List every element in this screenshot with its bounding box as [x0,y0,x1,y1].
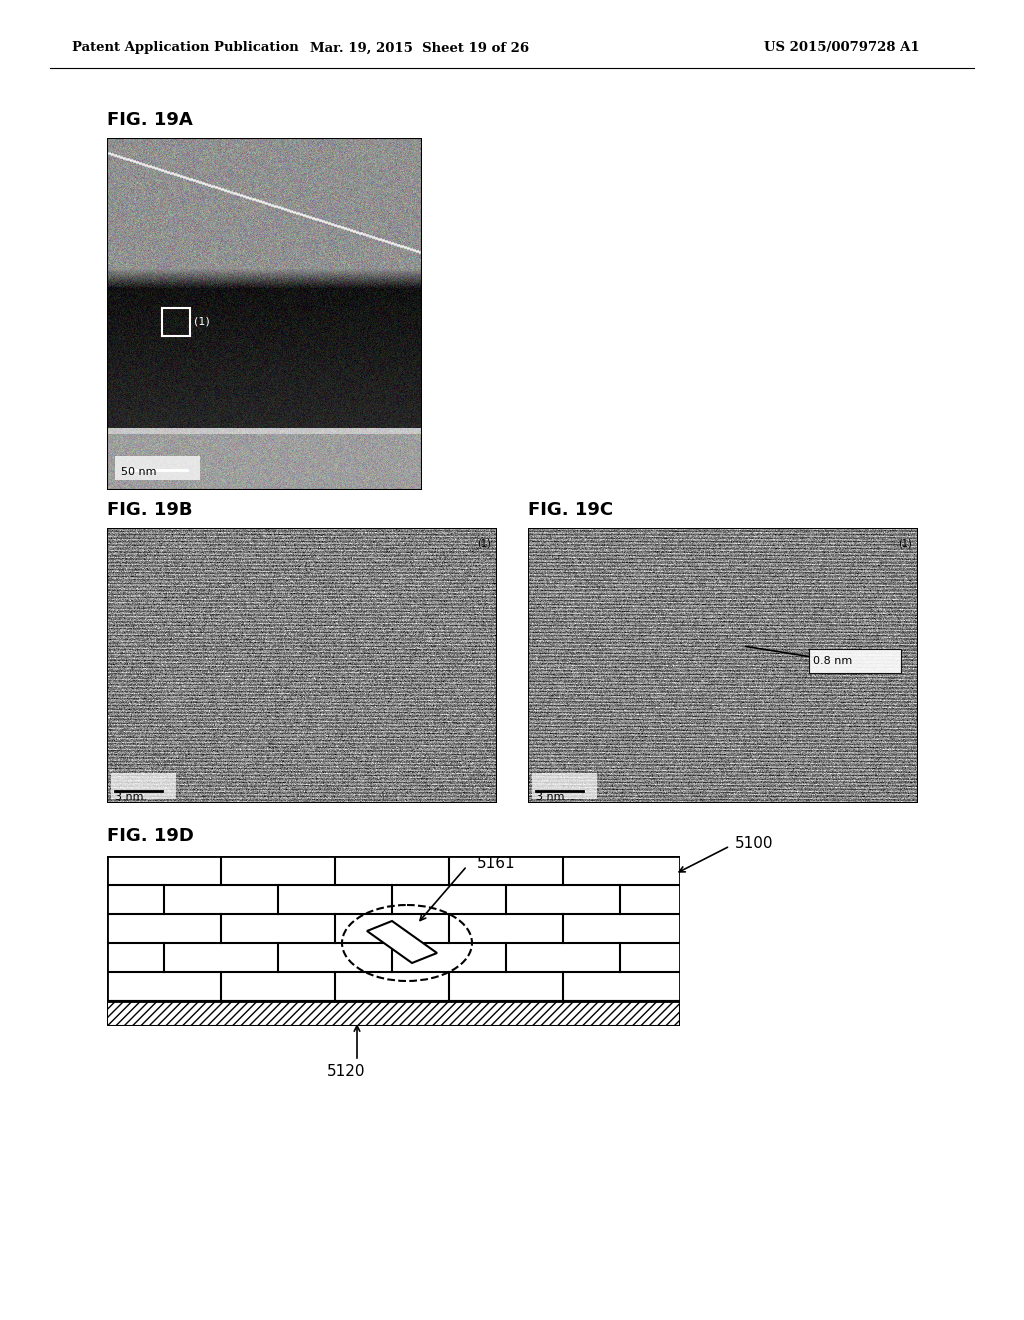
Text: (1): (1) [477,539,490,548]
Text: Patent Application Publication: Patent Application Publication [72,41,299,54]
Text: Mar. 19, 2015  Sheet 19 of 26: Mar. 19, 2015 Sheet 19 of 26 [310,41,529,54]
Text: FIG. 19B: FIG. 19B [106,502,193,519]
Text: 5161: 5161 [477,857,516,871]
Text: 50 nm: 50 nm [121,467,157,477]
Text: 3 nm: 3 nm [536,792,564,803]
Text: FIG. 19A: FIG. 19A [106,111,193,129]
Bar [162,308,190,337]
Bar [106,1001,680,1026]
Bar [106,855,680,1001]
Text: FIG. 19D: FIG. 19D [106,828,194,845]
Text: (1): (1) [898,539,912,548]
FancyBboxPatch shape [809,649,901,673]
Text: FIG. 19C: FIG. 19C [528,502,613,519]
FancyBboxPatch shape [532,774,597,799]
Text: 3 nm: 3 nm [115,792,143,803]
Polygon shape [367,921,437,964]
FancyBboxPatch shape [115,455,200,480]
Text: 0.8 nm: 0.8 nm [813,656,852,667]
Text: 5120: 5120 [327,1064,366,1078]
Text: 5100: 5100 [735,837,773,851]
Text: US 2015/0079728 A1: US 2015/0079728 A1 [764,41,920,54]
FancyBboxPatch shape [111,774,176,799]
Text: (1): (1) [194,317,210,327]
